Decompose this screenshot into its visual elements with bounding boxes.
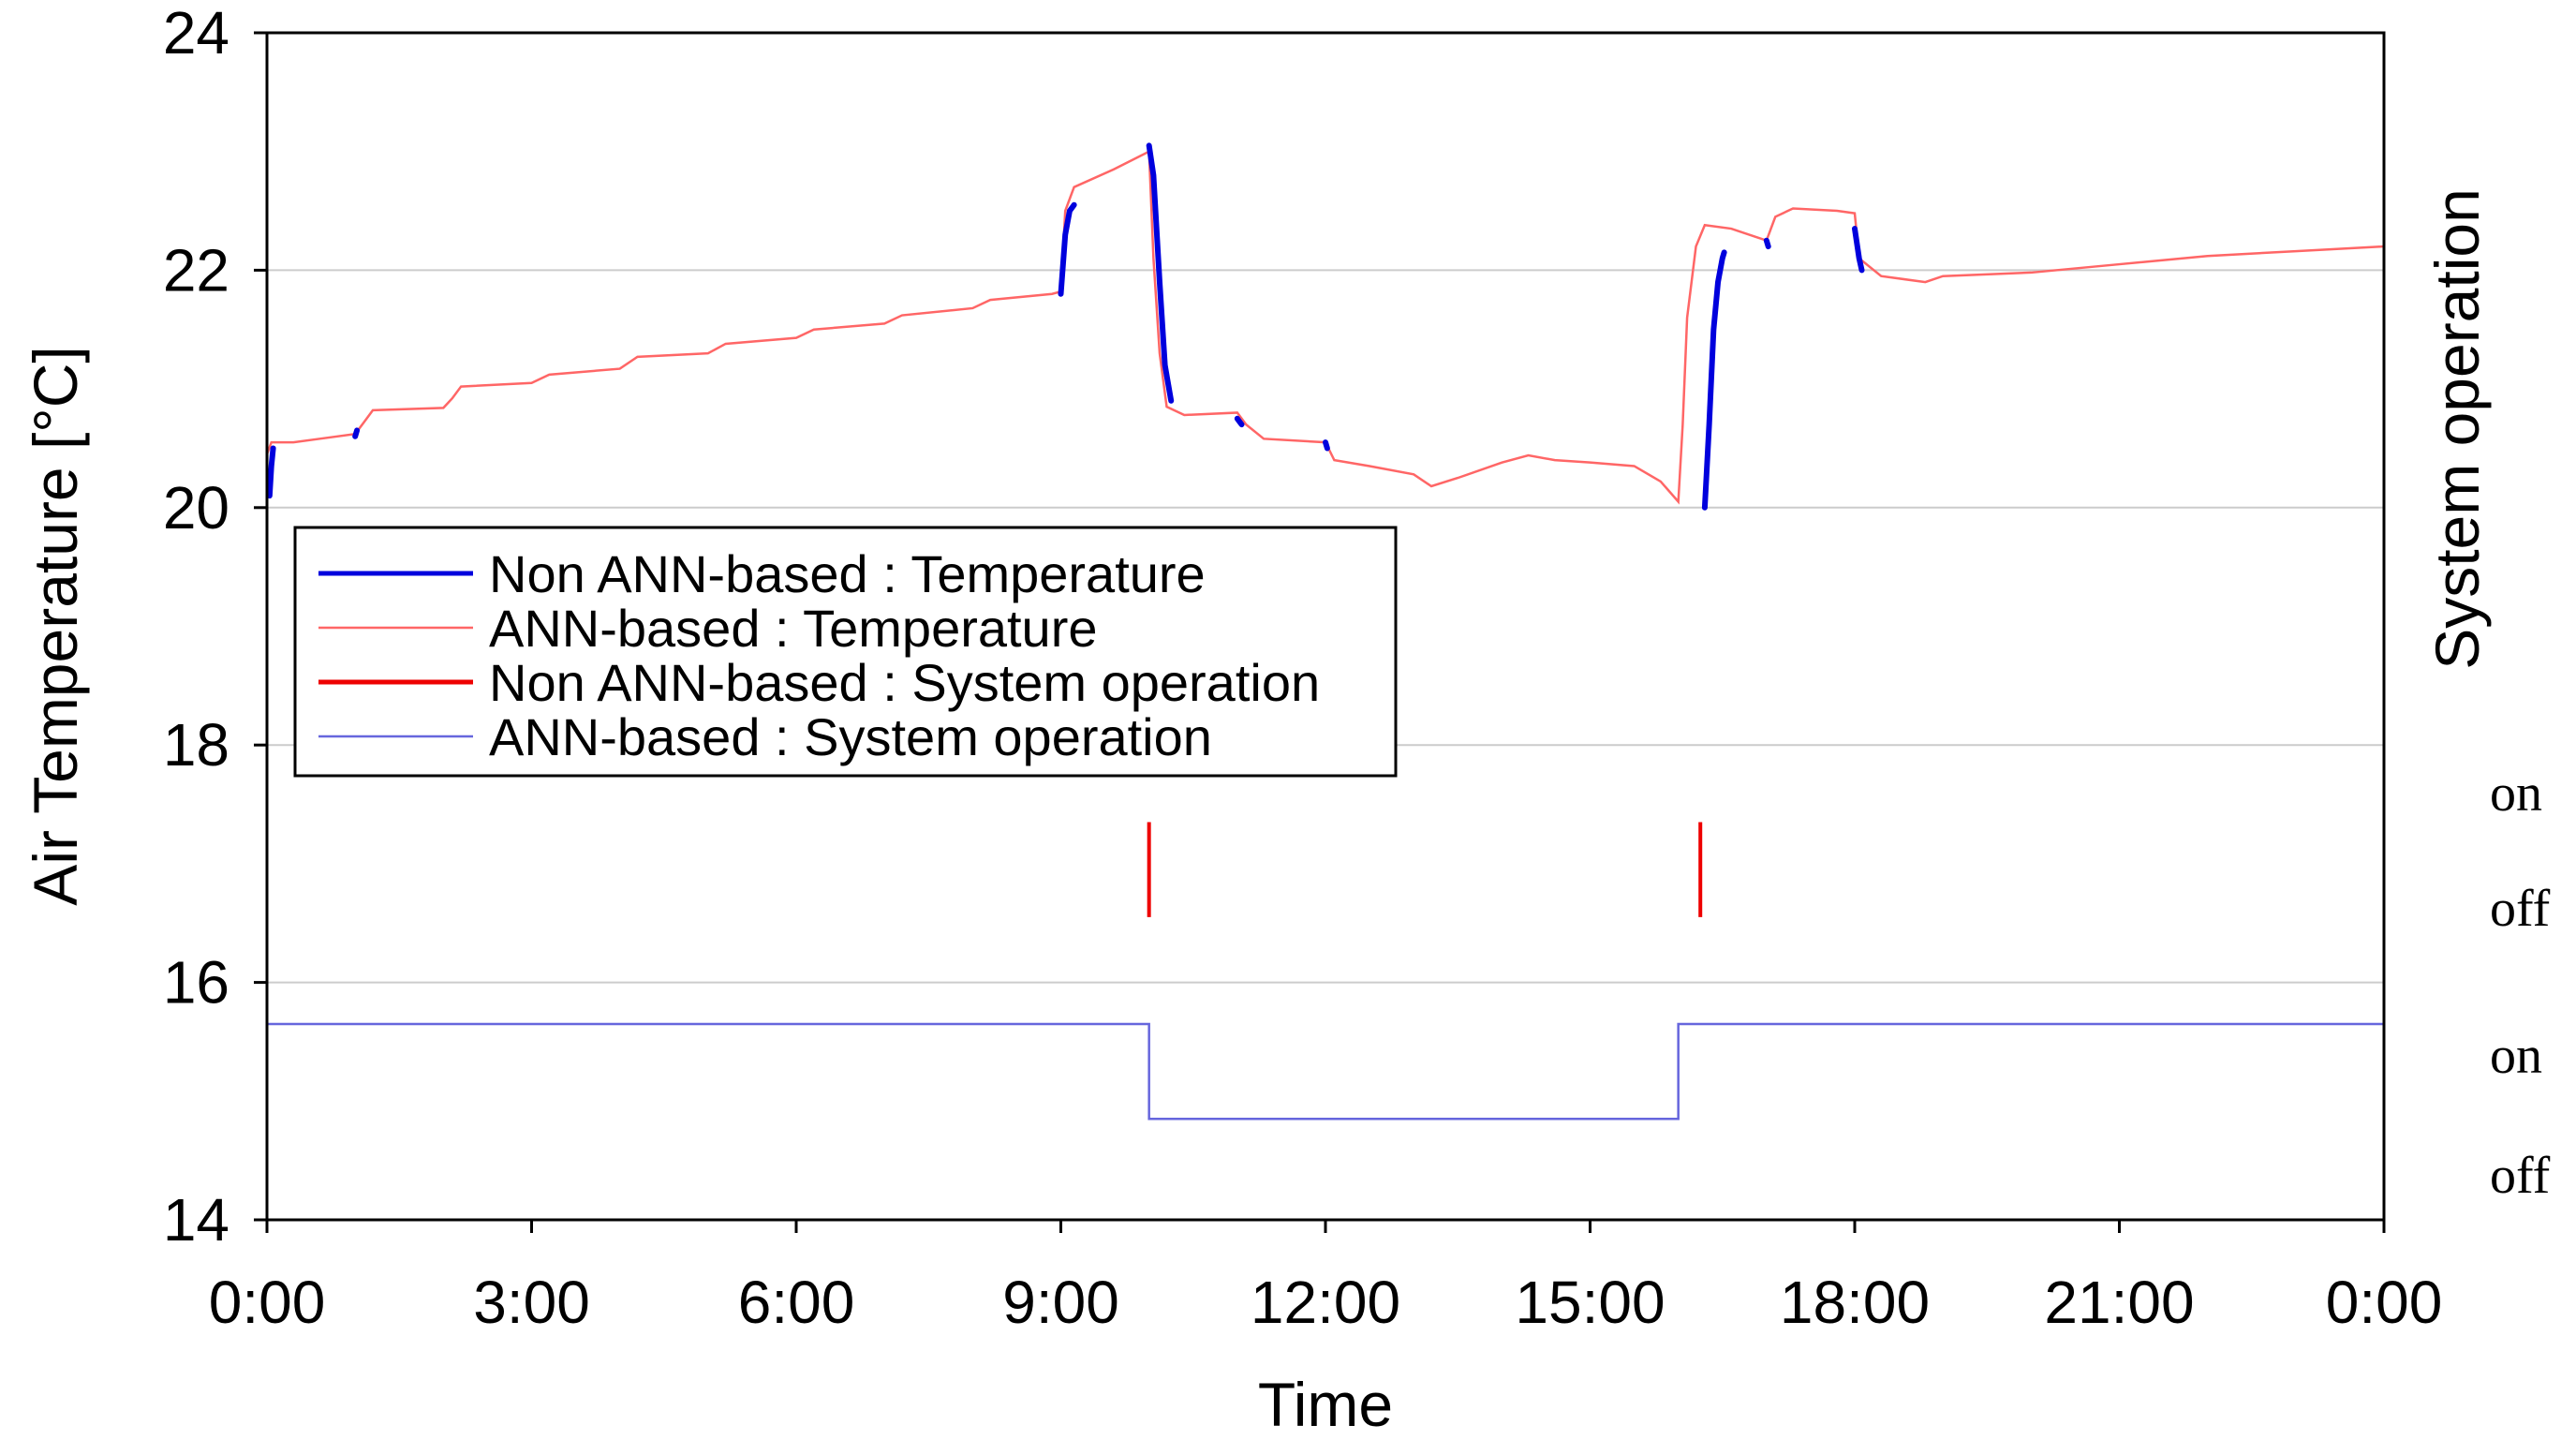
system-state-label: on: [2490, 765, 2542, 823]
non-ann-temperature-segment: [1323, 439, 1330, 452]
series-ann-system-operation: [267, 1022, 2384, 1121]
x-axis-title: Time: [1258, 1370, 1393, 1439]
x-tick-label: 18:00: [1780, 1269, 1930, 1336]
non-ann-temperature-segment: [1234, 415, 1245, 428]
non-ann-temperature-segment: [1701, 249, 1727, 511]
x-tick-label: 21:00: [2044, 1269, 2194, 1336]
non-ann-temperature-segment: [1763, 237, 1771, 250]
series-non-ann-system-operation: [1147, 822, 1703, 917]
x-tick-label: 15:00: [1515, 1269, 1665, 1336]
y-tick-label: 22: [163, 236, 229, 304]
x-tick-label: 0:00: [209, 1269, 326, 1336]
non-ann-temperature-segment: [1146, 142, 1175, 404]
non-ann-temperature-segment: [352, 427, 361, 439]
y-axis: 14 16 18 20 22 24: [163, 0, 267, 1254]
x-axis: 0:00 3:00 6:00 9:00 12:00 15:00 18:00 21:00 0:00: [209, 1220, 2443, 1336]
legend-label: ANN-based : Temperature: [489, 599, 1098, 658]
y2-axis-title: System operation: [2422, 188, 2492, 670]
x-tick-label: 9:00: [1002, 1269, 1119, 1336]
legend-label: Non ANN-based : Temperature: [489, 544, 1206, 603]
series-ann-temperature: [265, 149, 2385, 505]
x-tick-label: 0:00: [2326, 1269, 2443, 1336]
y-tick-label: 20: [163, 474, 229, 542]
non-ann-temperature-segment: [266, 445, 276, 499]
legend-label: Non ANN-based : System operation: [489, 653, 1320, 712]
legend-label: ANN-based : System operation: [489, 707, 1212, 766]
y-tick-label: 14: [163, 1186, 229, 1254]
y-tick-label: 16: [163, 949, 229, 1017]
y-tick-label: 18: [163, 711, 229, 779]
system-state-label: off: [2490, 880, 2551, 938]
series-non-ann-temperature: [266, 142, 1865, 511]
x-tick-label: 3:00: [473, 1269, 590, 1336]
y-axis-title: Air Temperature [°C]: [21, 346, 90, 905]
x-tick-label: 12:00: [1251, 1269, 1400, 1336]
ann-system-operation-line: [267, 1022, 2384, 1121]
legend-box: [293, 526, 1398, 778]
ann-temperature-line: [265, 149, 2385, 505]
system-state-label: on: [2490, 1027, 2542, 1085]
system-state-label: off: [2490, 1147, 2551, 1205]
x-tick-label: 6:00: [738, 1269, 855, 1336]
system-state-labels: on off on off: [2490, 765, 2551, 1205]
non-ann-temperature-segment: [1852, 226, 1865, 274]
y-tick-label: 24: [163, 0, 229, 67]
non-ann-temperature-segment: [1058, 201, 1077, 297]
